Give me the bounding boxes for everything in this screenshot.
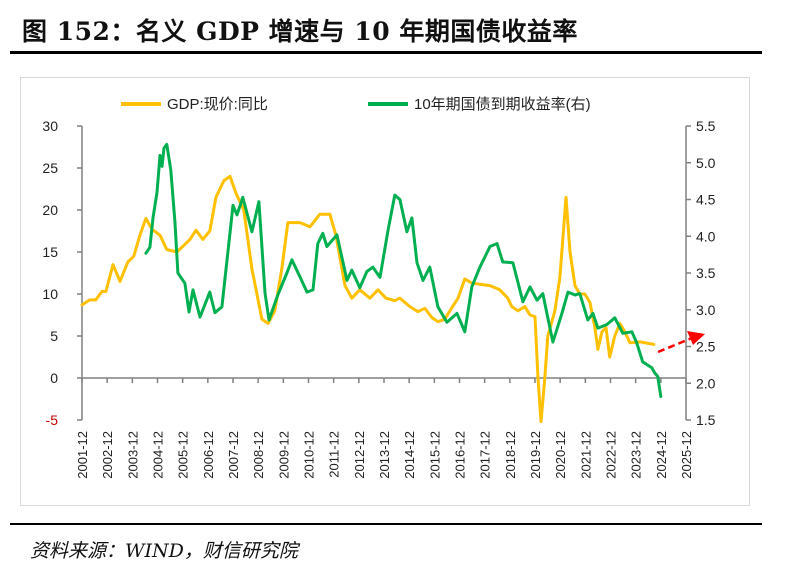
y2-tick-label: 5.5 — [696, 118, 716, 134]
x-tick-label: 2020-12 — [553, 431, 568, 479]
source-note: 资料来源：WIND，财信研究院 — [30, 540, 298, 562]
y-tick-label: -5 — [46, 412, 59, 428]
y-tick-label: 15 — [42, 244, 58, 260]
y-tick-label: 0 — [50, 370, 58, 386]
x-tick-label: 2009-12 — [276, 431, 291, 479]
y2-tick-label: 2.0 — [696, 375, 716, 391]
x-tick-label: 2006-12 — [201, 431, 216, 479]
x-tick-label: 2011-12 — [327, 431, 342, 478]
legend-item-yield: 10年期国债到期收益率(右) — [368, 93, 591, 114]
y-tick-label: 30 — [42, 118, 58, 134]
y-tick-label: 5 — [50, 328, 58, 344]
legend-label-yield: 10年期国债到期收益率(右) — [414, 96, 591, 113]
x-tick-label: 2017-12 — [478, 431, 493, 479]
y-tick-label: 20 — [42, 202, 58, 218]
y2-tick-label: 3.5 — [696, 265, 716, 281]
figure-title: 图 152：名义 GDP 增速与 10 年期国债收益率 — [22, 17, 578, 46]
x-tick-label: 2016-12 — [453, 431, 468, 479]
legend-item-gdp: GDP:现价:同比 — [121, 93, 268, 114]
legend-swatch-yield — [368, 101, 408, 106]
legend-label-gdp: GDP:现价:同比 — [167, 96, 268, 113]
x-tick-label: 2005-12 — [176, 431, 191, 479]
x-tick-label: 2010-12 — [302, 431, 317, 479]
chart-frame — [20, 77, 750, 506]
x-tick-label: 2007-12 — [226, 431, 241, 479]
x-tick-label: 2022-12 — [604, 431, 619, 479]
x-tick-label: 2015-12 — [427, 431, 442, 479]
x-tick-label: 2019-12 — [528, 431, 543, 479]
trend-arrow-shaft — [657, 336, 693, 354]
source-rule — [10, 523, 762, 525]
yield-line — [144, 142, 663, 398]
x-tick-label: 2024-12 — [654, 431, 669, 479]
x-tick-label: 2001-12 — [75, 431, 90, 479]
x-tick-label: 2025-12 — [679, 431, 694, 479]
x-tick-label: 2008-12 — [251, 431, 266, 479]
y2-tick-label: 4.5 — [696, 192, 716, 208]
x-tick-label: 2018-12 — [503, 431, 518, 479]
x-tick-label: 2014-12 — [402, 431, 417, 479]
y2-tick-label: 3.0 — [696, 302, 716, 318]
y-tick-label: 25 — [42, 160, 58, 176]
x-tick-label: 2012-12 — [352, 431, 367, 479]
legend-swatch-gdp — [121, 101, 161, 106]
x-tick-label: 2003-12 — [125, 431, 140, 479]
x-tick-label: 2021-12 — [578, 431, 593, 479]
title-rule — [10, 51, 762, 54]
trend-arrow-head — [687, 331, 705, 345]
x-tick-label: 2002-12 — [100, 431, 115, 479]
y2-tick-label: 1.5 — [696, 412, 716, 428]
y-tick-label: 10 — [42, 286, 58, 302]
x-tick-label: 2004-12 — [151, 431, 166, 479]
gdp-line — [80, 174, 656, 424]
x-tick-label: 2023-12 — [629, 431, 644, 479]
y2-tick-label: 2.5 — [696, 339, 716, 355]
y2-tick-label: 4.0 — [696, 228, 716, 244]
y2-tick-label: 5.0 — [696, 155, 716, 171]
x-tick-label: 2013-12 — [377, 431, 392, 479]
